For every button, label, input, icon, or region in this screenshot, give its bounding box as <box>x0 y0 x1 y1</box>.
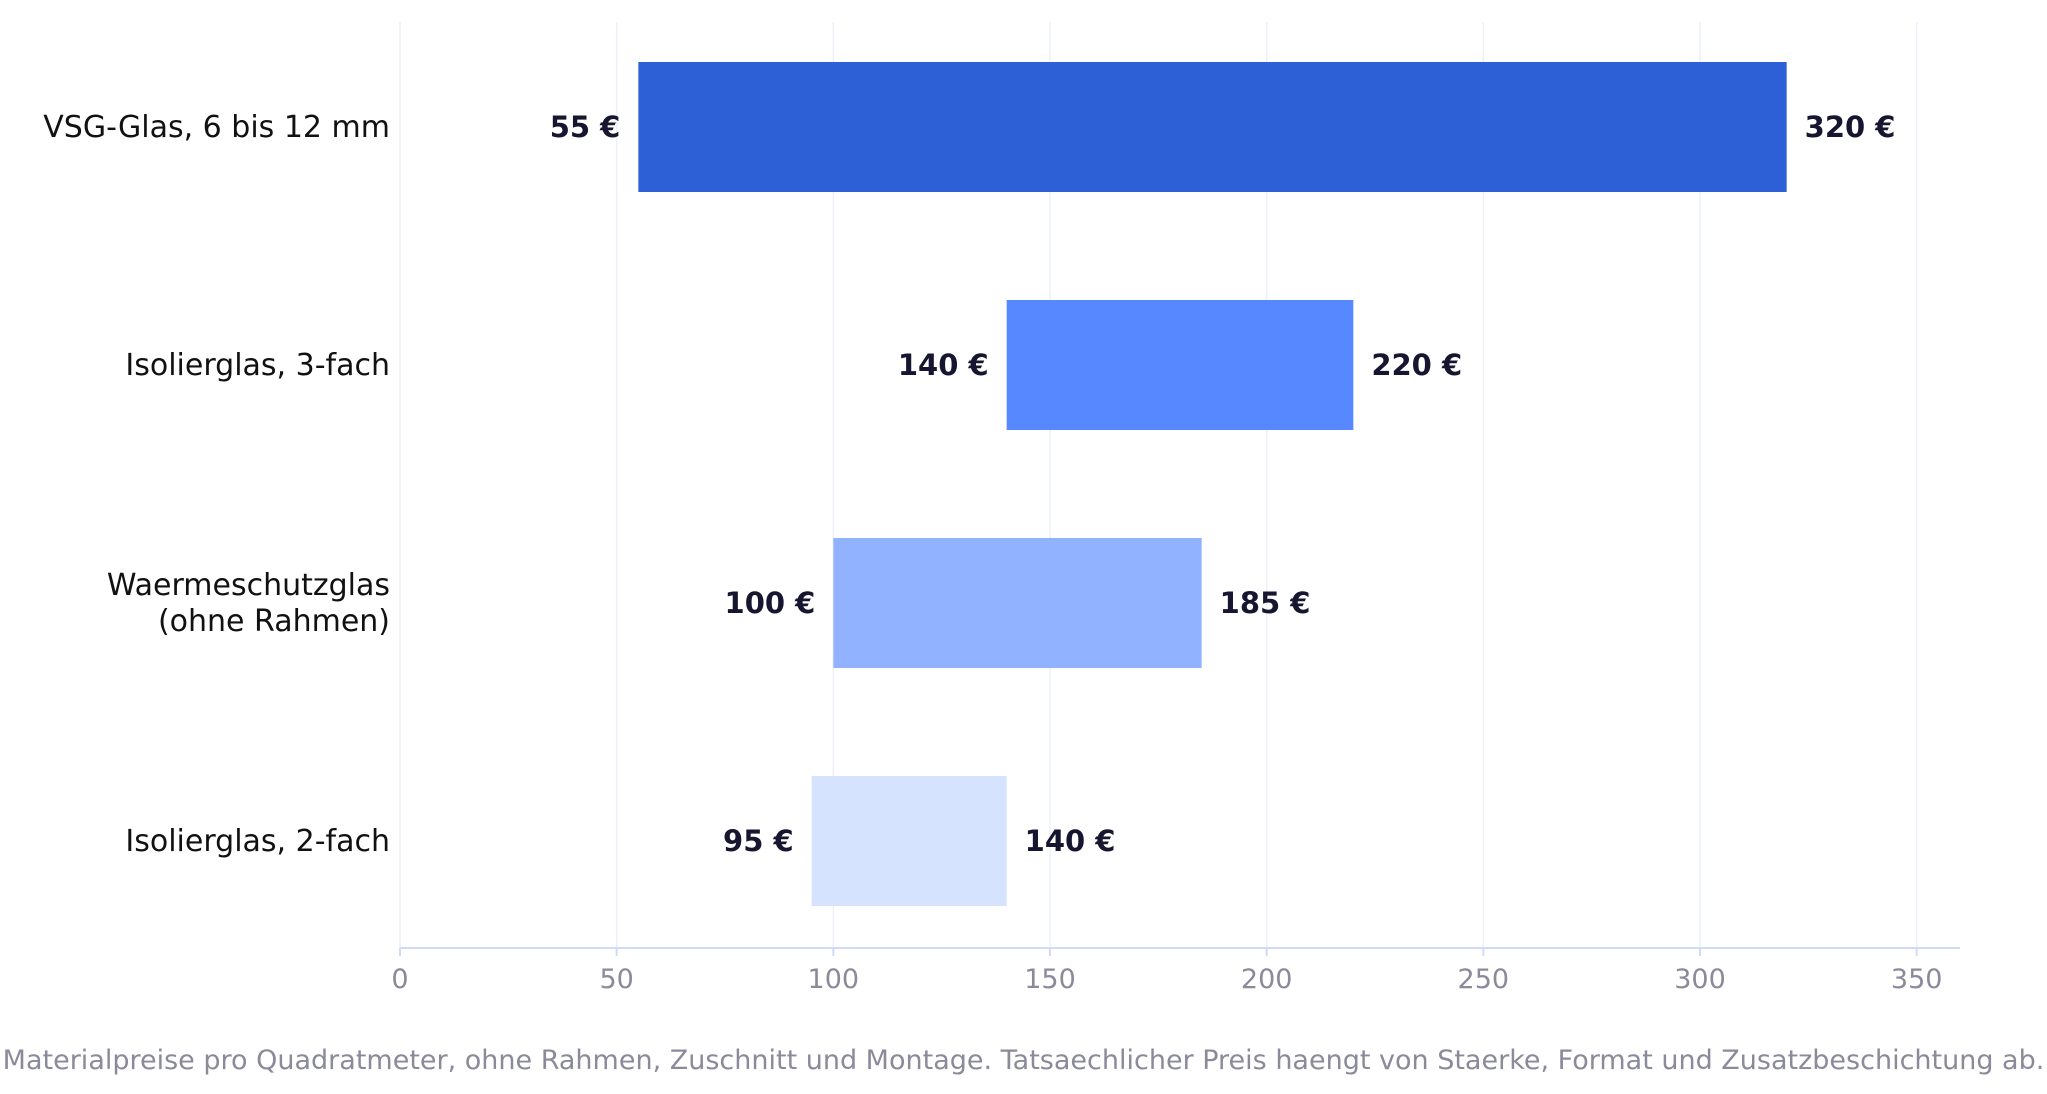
low-value-label: 140 € <box>898 348 989 382</box>
x-tick-label: 350 <box>1891 964 1943 995</box>
low-value-label: 95 € <box>723 824 794 858</box>
x-tick-label: 150 <box>1024 964 1076 995</box>
range-bar <box>1006 300 1354 430</box>
high-value-label: 140 € <box>1025 824 1116 858</box>
x-tick-label: 50 <box>599 964 633 995</box>
range-bar <box>833 538 1202 668</box>
x-tick-label: 100 <box>808 964 860 995</box>
x-tick-label: 250 <box>1458 964 1510 995</box>
category-label: Isolierglas, 3-fach <box>125 348 390 383</box>
x-tick-label: 0 <box>391 964 408 995</box>
x-tick-label: 200 <box>1241 964 1293 995</box>
axis-layer: 0 50 100 150 200 250 300 350 <box>391 947 1960 995</box>
high-value-label: 320 € <box>1805 110 1896 144</box>
low-value-label: 100 € <box>725 586 816 620</box>
category-label: Isolierglas, 2-fach <box>125 824 390 859</box>
range-bar <box>638 62 1787 192</box>
footnote: Materialpreise pro Quadratmeter, ohne Ra… <box>2 1045 2045 1076</box>
high-value-label: 220 € <box>1371 348 1462 382</box>
x-tick-label: 300 <box>1674 964 1726 995</box>
low-value-label: 55 € <box>550 110 621 144</box>
range-bar <box>811 776 1007 906</box>
high-value-label: 185 € <box>1220 586 1311 620</box>
category-label: VSG-Glas, 6 bis 12 mm <box>43 110 390 145</box>
bar-layer <box>638 62 1787 906</box>
category-label: Waermeschutzglas (ohne Rahmen) <box>107 568 390 639</box>
label-layer: VSG-Glas, 6 bis 12 mm 55 € 320 € Isoliergla… <box>43 110 1895 859</box>
